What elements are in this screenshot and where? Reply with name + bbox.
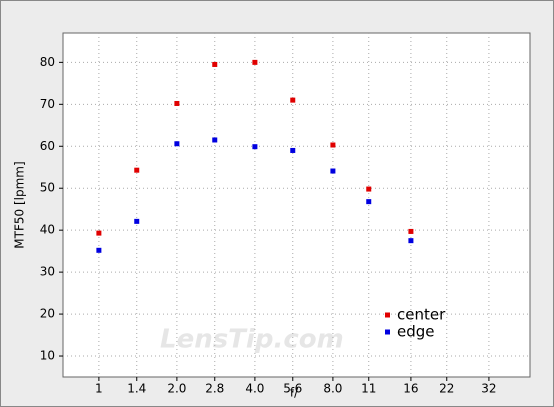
point <box>134 218 140 224</box>
x-tick-label: 32 <box>481 382 496 396</box>
legend-label: center <box>397 306 446 324</box>
point <box>212 61 218 67</box>
point <box>174 141 180 147</box>
y-tick-label: 20 <box>40 307 55 321</box>
y-tick-label: 40 <box>40 223 55 237</box>
legend-swatch <box>385 329 390 335</box>
x-axis-label: f/ <box>290 386 299 400</box>
point <box>408 228 414 234</box>
watermark: LensTip.com <box>160 325 344 355</box>
point <box>290 97 296 103</box>
x-tick-label: 2.8 <box>205 382 224 396</box>
y-tick-label: 60 <box>40 139 55 153</box>
legend-swatch <box>385 312 390 318</box>
point <box>330 168 336 174</box>
point <box>96 247 102 253</box>
point <box>174 100 180 106</box>
point <box>212 137 218 143</box>
x-tick-label: 1 <box>95 382 103 396</box>
point <box>134 167 140 173</box>
x-tick-label: 2.0 <box>167 382 186 396</box>
x-tick-label: 5.6 <box>283 382 302 396</box>
x-tick-label: 22 <box>439 382 454 396</box>
x-tick-label: 4.0 <box>245 382 264 396</box>
y-tick-label: 80 <box>40 55 55 69</box>
plot-area <box>62 32 531 378</box>
point <box>330 142 336 148</box>
y-tick-label: 50 <box>40 181 55 195</box>
point <box>408 238 414 244</box>
y-tick-label: 70 <box>40 97 55 111</box>
x-tick-label: 1.4 <box>127 382 146 396</box>
point <box>290 147 296 153</box>
y-tick-label: 10 <box>40 349 55 363</box>
y-axis-label: MTF50 [lpmm] <box>13 161 27 248</box>
x-tick-label: 8.0 <box>323 382 342 396</box>
point <box>366 186 372 192</box>
point <box>96 230 102 236</box>
legend-label: edge <box>397 323 435 341</box>
x-tick-label: 16 <box>403 382 418 396</box>
point <box>252 59 258 65</box>
x-tick-label: 11 <box>361 382 376 396</box>
point <box>366 199 372 205</box>
point <box>252 144 258 150</box>
y-tick-label: 30 <box>40 265 55 279</box>
